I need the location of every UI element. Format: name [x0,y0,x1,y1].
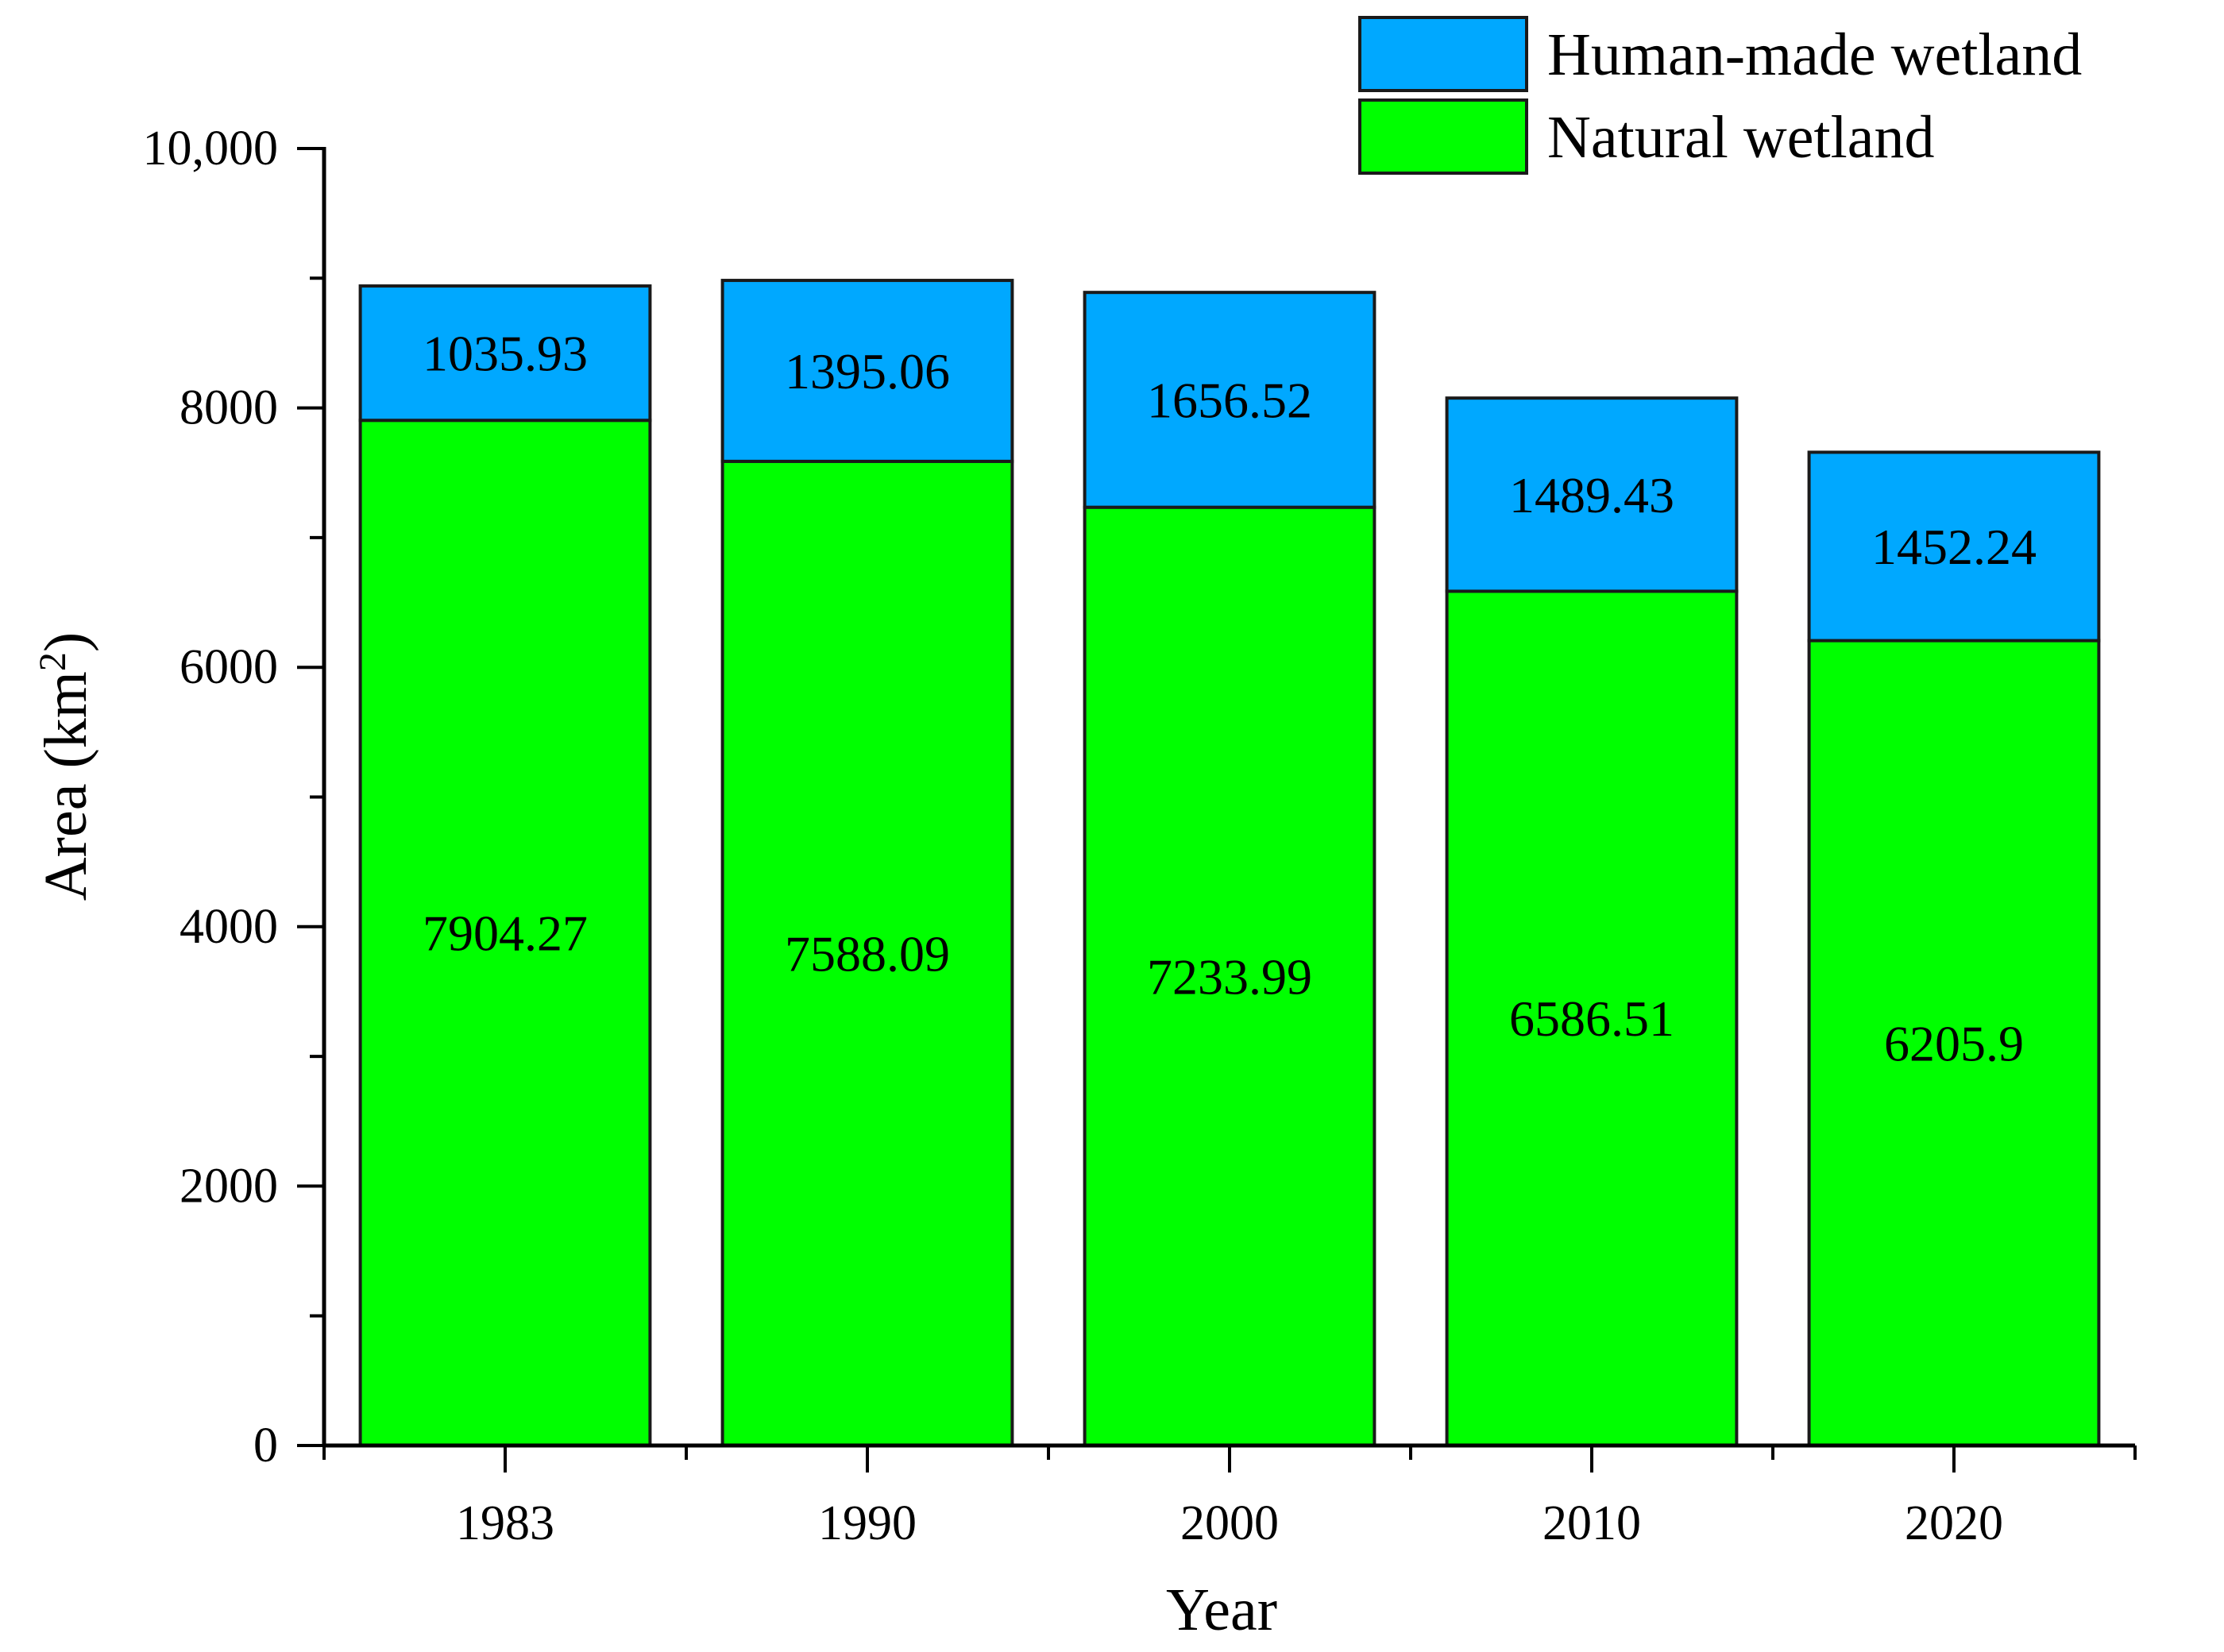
human-made-bar-2010 [1445,396,1739,593]
human-made-bar-2010-label: 1489.43 [1509,467,1674,523]
natural-bar-2010-label: 6586.51 [1509,990,1674,1047]
x-tick-label-2000: 2000 [1180,1496,1279,1550]
legend-swatch-natural-wetland [1358,98,1528,175]
natural-bar-1990-label: 7588.09 [785,925,950,982]
legend: Human-made wetland Natural wetland [1358,16,2082,175]
y-tick-label-2000: 2000 [180,1159,278,1213]
human-made-bar-2020 [1807,450,2101,643]
human-made-bar-1983 [358,284,652,423]
bars-layer: 7904.27 1035.93 7588.09 1395.06 7233.99 1656.… [358,279,2101,1448]
legend-label-natural-wetland: Natural wetland [1547,104,1934,171]
human-made-bar-2000-label: 1656.52 [1147,372,1312,428]
natural-bar-1983-label: 7904.27 [423,905,588,962]
natural-bar-2000-label: 7233.99 [1147,948,1312,1005]
y-tick-label-8000: 8000 [180,381,278,435]
legend-label-human-made-wetland: Human-made wetland [1547,21,2082,88]
natural-bar-2000 [1083,505,1376,1447]
x-tick-label-1983: 1983 [456,1496,554,1550]
y-tick-label-0: 0 [253,1418,278,1473]
human-made-bar-2020-label: 1452.24 [1871,519,2037,575]
human-made-bar-2000 [1083,291,1376,509]
axes-layer: 0 2000 4000 6000 8000 10,000 1983 1990 2000 2010 2… [143,122,2137,1550]
x-axis-title: Year [1166,1577,1277,1643]
natural-bar-2020-label: 6205.9 [1884,1015,2024,1071]
legend-swatch-human-made-wetland [1358,16,1528,92]
x-tick-label-2020: 2020 [1905,1496,2003,1550]
y-axis-title: Area (km2) [32,632,99,901]
human-made-bar-1990-label: 1395.06 [785,343,950,399]
natural-bar-1983 [358,419,652,1448]
x-tick-label-1990: 1990 [818,1496,917,1550]
y-tick-label-6000: 6000 [180,640,278,694]
human-made-bar-1983-label: 1035.93 [423,326,588,382]
y-tick-label-10,000: 10,000 [143,122,279,176]
human-made-bar-1990 [720,279,1014,463]
y-tick-label-4000: 4000 [180,900,278,954]
x-tick-label-2010: 2010 [1543,1496,1641,1550]
